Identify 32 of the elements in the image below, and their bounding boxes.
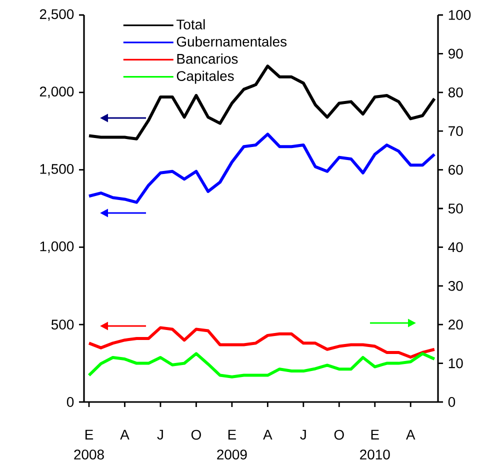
y2-tick-label: 80: [448, 87, 463, 98]
x-tick-label: E 2008: [74, 430, 104, 460]
y-tick-label: 2,000: [40, 86, 74, 98]
y2-tick-label: 0: [448, 397, 456, 407]
x-tick-label: A: [406, 430, 416, 440]
line-series: [88, 132, 436, 204]
x-tick-label: O: [191, 430, 201, 440]
y2-tick-label: 90: [448, 48, 463, 59]
y-tick-label: 2,500: [40, 9, 74, 21]
y2-tick-label: 30: [448, 280, 463, 291]
y2-tick-label: 20: [448, 320, 463, 330]
legend-label: Capitales: [176, 70, 234, 84]
y2-tick-label: 40: [448, 242, 463, 252]
x-tick-label: A: [263, 430, 272, 440]
y-tick-label: 500: [51, 320, 74, 330]
x-tick-label: J: [300, 430, 306, 440]
x-tick-label: O: [334, 430, 344, 440]
y2-tick-label: 10: [448, 358, 463, 368]
x-tick-label: E 2010: [360, 430, 390, 460]
legend-label: Gubernamentales: [176, 36, 287, 47]
y2-tick-label: 50: [448, 204, 463, 214]
legend-label: Total: [176, 19, 205, 30]
y2-tick-label: 100: [448, 10, 471, 20]
y2-tick-label: 60: [448, 164, 463, 175]
y-tick-label: 1,500: [40, 164, 74, 176]
x-tick-label: J: [157, 430, 163, 440]
y-tick-label: 0: [66, 397, 74, 407]
legend-label: Bancarios: [177, 54, 238, 64]
y-tick-label: 1,000: [40, 241, 74, 253]
x-tick-label: A: [120, 430, 130, 440]
x-tick-label: E 2009: [217, 430, 247, 460]
y2-tick-label: 70: [448, 126, 463, 136]
